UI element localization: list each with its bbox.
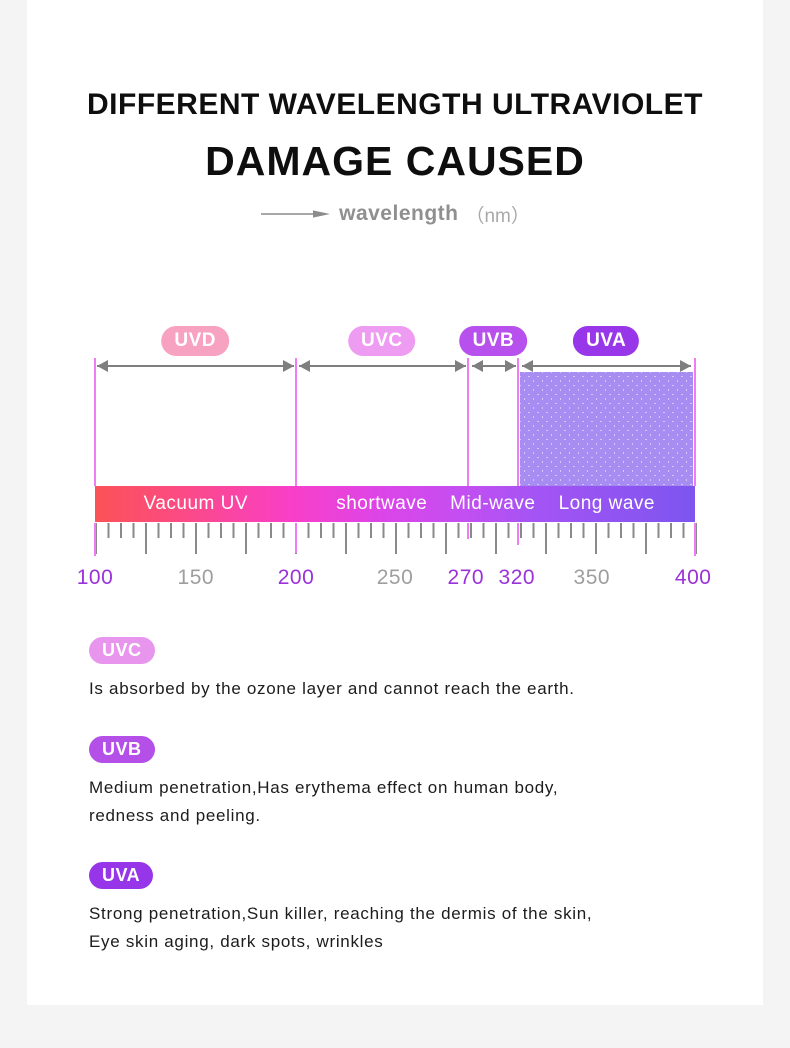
ruler-marker-320: [517, 523, 519, 545]
axis-tick-320: 320: [498, 566, 536, 589]
axis-tick-200: 200: [277, 566, 315, 589]
page-subtitle: DAMAGE CAUSED: [205, 138, 585, 184]
axis-legend: wavelength （nm）: [27, 201, 763, 227]
section-text-line: Medium penetration,Has erythema effect o…: [89, 778, 559, 797]
section-text-line: redness and peeling.: [89, 806, 261, 825]
boundary-line-200nm: [295, 358, 297, 486]
section-text-line: Strong penetration,Sun killer, reaching …: [89, 904, 593, 923]
section-uvc: UVC Is absorbed by the ozone layer and c…: [89, 637, 708, 703]
section-text-line: Is absorbed by the ozone layer and canno…: [89, 679, 575, 698]
section-badge-uva: UVA: [89, 862, 154, 889]
section-uva-text: Strong penetration,Sun killer, reaching …: [89, 900, 708, 956]
ruler-marker-270: [467, 523, 470, 539]
axis-tick-100: 100: [76, 566, 114, 589]
range-arrow-uva: [521, 360, 691, 372]
ruler-marker-400: [694, 523, 696, 556]
section-uvc-text: Is absorbed by the ozone layer and canno…: [89, 675, 708, 703]
range-arrow-uvc: [299, 360, 466, 372]
infographic-card: DIFFERENT WAVELENGTH ULTRAVIOLET DAMAGE …: [27, 0, 763, 1005]
axis-tick-350: 350: [573, 566, 611, 589]
bar-label-vacuum-uv: Vacuum UV: [143, 493, 249, 514]
section-text-line: Eye skin aging, dark spots, wrinkles: [89, 932, 384, 951]
section-uvb-text: Medium penetration,Has erythema effect o…: [89, 774, 708, 830]
spectrum-gradient-bar: Vacuum UV shortwave Mid-wave Long wave: [95, 486, 695, 522]
band-badge-uvd: UVD: [161, 326, 229, 356]
axis-tick-400: 400: [674, 566, 712, 589]
page-title: DIFFERENT WAVELENGTH ULTRAVIOLET: [87, 88, 703, 121]
band-badge-uvc: UVC: [347, 326, 416, 356]
axis-legend-label: wavelength: [339, 202, 459, 225]
section-badge-uvb: UVB: [89, 736, 155, 763]
band-badge-uvb: UVB: [459, 326, 528, 356]
range-arrow-uvd: [97, 360, 294, 372]
bar-label-mid-wave: Mid-wave: [450, 493, 536, 514]
ruler-major-ticks: [95, 523, 697, 554]
axis-legend-unit: （nm）: [465, 205, 530, 227]
boundary-line-100nm: [94, 358, 96, 486]
section-uva: UVA Strong penetration,Sun killer, reach…: [89, 862, 708, 956]
right-arrow-icon: [261, 210, 331, 218]
axis-tick-270: 270: [447, 566, 485, 589]
bar-label-long-wave: Long wave: [558, 493, 655, 514]
axis-tick-250: 250: [376, 566, 414, 589]
axis-tick-150: 150: [177, 566, 215, 589]
ruler-marker-100: [94, 523, 96, 556]
boundary-line-270nm: [467, 358, 470, 486]
section-uvb: UVB Medium penetration,Has erythema effe…: [89, 736, 708, 830]
boundary-line-400nm: [694, 358, 696, 486]
uva-dotted-region: [519, 372, 694, 486]
uv-spectrum-diagram: UVD UVC UVB UVA Vacuum UV shortwave Mid-…: [77, 326, 711, 598]
boundary-line-320nm: [517, 358, 519, 486]
ruler-marker-200: [295, 523, 297, 553]
band-badge-uva: UVA: [573, 326, 640, 356]
section-badge-uvc: UVC: [89, 637, 155, 664]
bar-label-shortwave: shortwave: [336, 493, 428, 514]
range-arrow-uvb: [471, 360, 516, 372]
